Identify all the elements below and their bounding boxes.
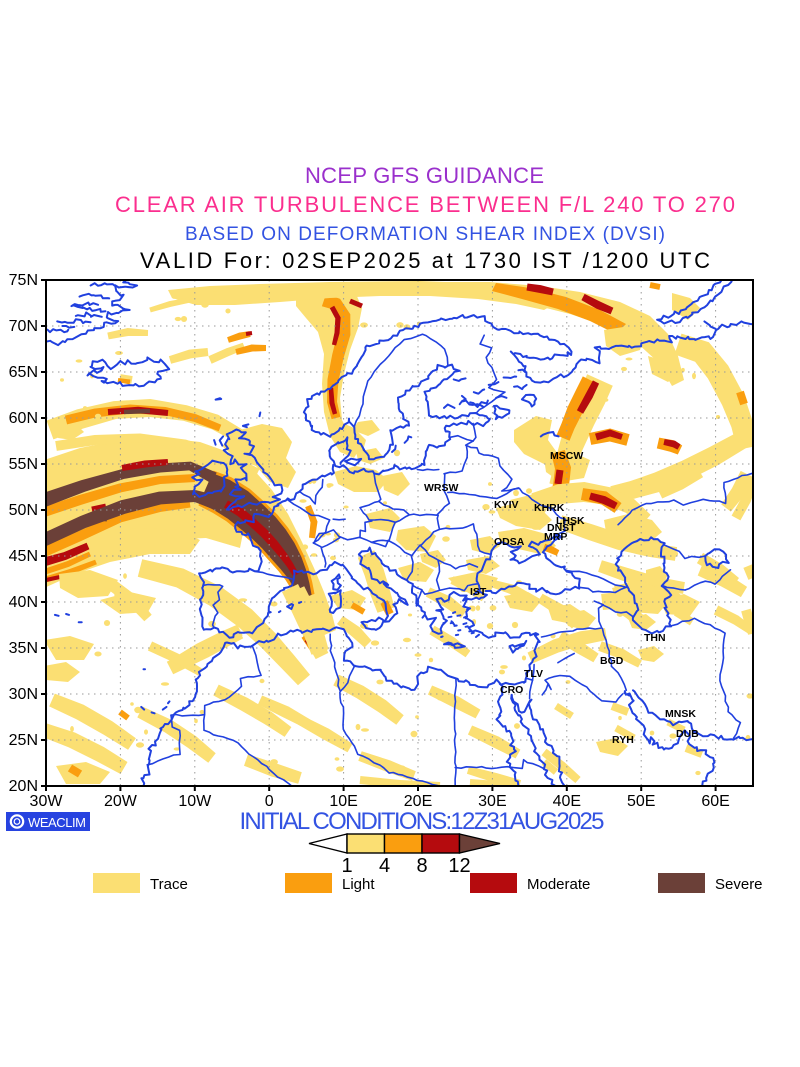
svg-text:0: 0 (265, 793, 274, 810)
svg-text:WRSW: WRSW (424, 482, 458, 494)
svg-text:45N: 45N (9, 548, 38, 565)
svg-text:DNST: DNST (547, 522, 576, 534)
svg-text:BGD: BGD (600, 655, 624, 667)
svg-text:VALID For: 02SEP2025 at 1730 I: VALID For: 02SEP2025 at 1730 IST /1200 U… (140, 248, 710, 273)
svg-text:BASED ON DEFORMATION SHEAR IND: BASED ON DEFORMATION SHEAR INDEX (DVSI) (185, 224, 665, 245)
svg-text:THN: THN (644, 632, 666, 644)
svg-text:LHSK: LHSK (556, 515, 585, 527)
svg-text:55N: 55N (9, 456, 38, 473)
svg-text:50E: 50E (627, 793, 655, 810)
svg-text:DUB: DUB (676, 728, 699, 740)
svg-text:KYIV: KYIV (494, 499, 519, 511)
svg-text:70N: 70N (9, 318, 38, 335)
svg-text:8: 8 (416, 855, 427, 877)
svg-text:35N: 35N (9, 640, 38, 657)
svg-text:TLV: TLV (524, 668, 543, 680)
svg-text:10E: 10E (329, 793, 357, 810)
svg-text:INITIAL CONDITIONS:12Z31AUG202: INITIAL CONDITIONS:12Z31AUG2025 (240, 808, 605, 835)
svg-text:Moderate: Moderate (527, 876, 590, 893)
svg-text:RYH: RYH (612, 734, 634, 746)
svg-text:ODSA: ODSA (494, 536, 525, 548)
svg-text:1: 1 (341, 855, 352, 877)
svg-text:40N: 40N (9, 594, 38, 611)
svg-text:KHRK: KHRK (534, 502, 565, 514)
svg-text:30N: 30N (9, 686, 38, 703)
svg-text:IST: IST (470, 586, 487, 598)
svg-text:65N: 65N (9, 364, 38, 381)
svg-text:NCEP GFS GUIDANCE: NCEP GFS GUIDANCE (305, 163, 545, 188)
svg-text:20E: 20E (404, 793, 432, 810)
svg-text:4: 4 (379, 855, 390, 877)
svg-text:60N: 60N (9, 410, 38, 427)
svg-text:10W: 10W (178, 793, 212, 810)
svg-text:Severe: Severe (715, 876, 763, 893)
svg-text:20N: 20N (9, 778, 38, 795)
svg-text:40E: 40E (553, 793, 581, 810)
svg-text:60E: 60E (701, 793, 729, 810)
svg-text:WEACLIM: WEACLIM (28, 815, 86, 830)
svg-text:CRO: CRO (500, 684, 523, 696)
svg-text:Trace: Trace (150, 876, 188, 893)
svg-text:75N: 75N (9, 272, 38, 289)
svg-text:MRP: MRP (544, 531, 567, 543)
svg-text:Light: Light (342, 876, 375, 893)
svg-text:25N: 25N (9, 732, 38, 749)
svg-text:12: 12 (448, 855, 470, 877)
svg-text:20W: 20W (104, 793, 138, 810)
svg-text:50N: 50N (9, 502, 38, 519)
svg-text:MNSK: MNSK (665, 708, 696, 720)
svg-text:30E: 30E (478, 793, 506, 810)
svg-text:CLEAR AIR TURBULENCE BETWEEN F: CLEAR AIR TURBULENCE BETWEEN F/L 240 TO … (115, 192, 735, 217)
svg-text:30W: 30W (30, 793, 64, 810)
svg-text:MSCW: MSCW (550, 450, 583, 462)
